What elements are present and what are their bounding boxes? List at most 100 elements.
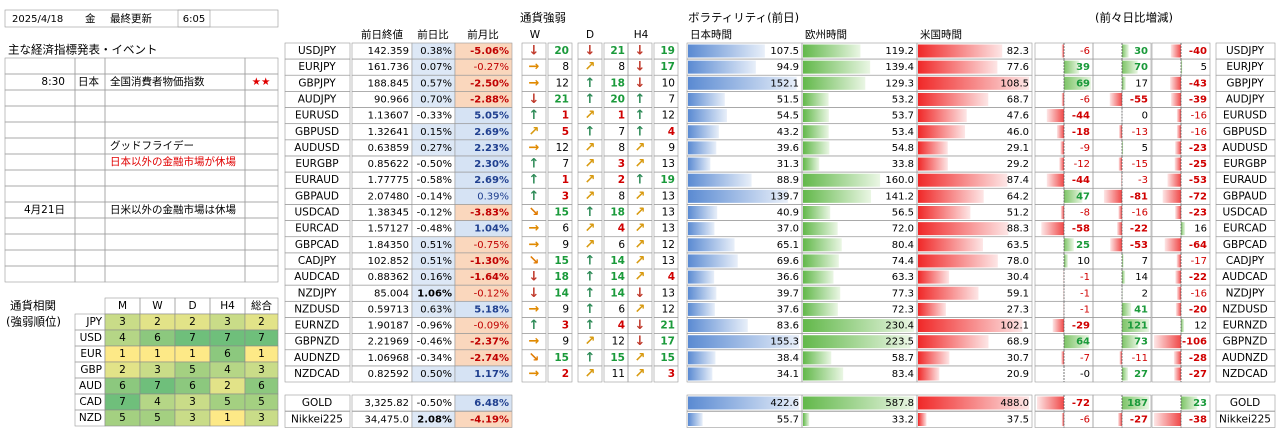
rank-value: 3 bbox=[258, 364, 265, 376]
volatility-bar bbox=[803, 189, 872, 203]
volatility-bar bbox=[918, 270, 950, 284]
rank-value: 4 bbox=[224, 364, 231, 376]
cell-border bbox=[1215, 365, 1276, 383]
volatility-bar bbox=[803, 396, 914, 410]
strength-rank: 13 bbox=[662, 207, 675, 219]
cell-border bbox=[244, 249, 279, 267]
trend-arrow: ↑ bbox=[585, 92, 596, 107]
rank-value: 1 bbox=[258, 348, 265, 360]
strength-rank: 20 bbox=[610, 93, 625, 105]
volatility-bar bbox=[918, 319, 1023, 333]
change-bar bbox=[1064, 254, 1068, 268]
rank-value: 3 bbox=[154, 364, 161, 376]
volatility-bar bbox=[803, 319, 914, 333]
cell-border bbox=[74, 265, 106, 283]
volatility-bar bbox=[688, 319, 748, 333]
change-value: 70 bbox=[1134, 62, 1148, 73]
trend-arrow: ↗ bbox=[585, 140, 596, 155]
change-bar bbox=[1154, 335, 1181, 349]
strength-rank: 4 bbox=[668, 271, 675, 283]
change-bar bbox=[1162, 189, 1181, 203]
volatility-value: 40.9 bbox=[777, 208, 799, 219]
pair-name: CADJPY bbox=[298, 255, 337, 267]
close-price: 142.359 bbox=[368, 46, 409, 57]
correlation-header: D bbox=[188, 300, 196, 312]
change-value: -6 bbox=[1080, 415, 1090, 426]
currency-label: EUR bbox=[80, 348, 102, 360]
rank-value: 7 bbox=[154, 380, 161, 392]
trend-arrow: ↘ bbox=[529, 350, 540, 365]
strength-rank: 8 bbox=[618, 61, 625, 73]
rank-value: 5 bbox=[258, 396, 265, 408]
trend-arrow: ↓ bbox=[529, 92, 540, 107]
rank-value: 5 bbox=[224, 396, 231, 408]
month-change: -0.75% bbox=[474, 240, 509, 251]
cell-border bbox=[4, 217, 76, 235]
cell-border bbox=[244, 169, 279, 187]
change-bar bbox=[1170, 44, 1181, 58]
month-change: 1.17% bbox=[474, 369, 509, 380]
change-bar bbox=[1154, 413, 1181, 426]
correlation-title: 通貨相関 bbox=[10, 299, 56, 313]
change-value: 121 bbox=[1127, 321, 1148, 332]
day-change: 0.07% bbox=[420, 62, 452, 73]
volatility-bar bbox=[688, 141, 717, 155]
volatility-value: 230.4 bbox=[885, 321, 914, 332]
volatility-bar bbox=[688, 396, 799, 410]
volatility-bar bbox=[688, 92, 725, 106]
volatility-bar bbox=[803, 335, 911, 349]
pair-name: NZDUSD bbox=[1222, 303, 1268, 315]
trend-arrow: ↘ bbox=[529, 205, 540, 220]
volatility-bar bbox=[803, 141, 830, 155]
volatility-bar bbox=[688, 125, 719, 139]
change-bar bbox=[1060, 141, 1064, 155]
currency-label: USD bbox=[80, 332, 102, 344]
cell-border bbox=[74, 105, 106, 123]
change-value: 69 bbox=[1076, 78, 1090, 89]
strength-rank: 21 bbox=[610, 45, 625, 57]
strength-rank: 15 bbox=[610, 352, 625, 364]
day-change: 0.57% bbox=[420, 78, 452, 89]
volatility-value: 587.8 bbox=[885, 398, 914, 409]
pair-name: AUDNZD bbox=[294, 352, 340, 364]
volatility-value: 58.7 bbox=[892, 353, 914, 364]
trend-arrow: ↗ bbox=[585, 157, 596, 172]
pair-name: NZDUSD bbox=[294, 303, 340, 315]
strength-rank: 13 bbox=[662, 190, 675, 202]
volatility-value: 54.5 bbox=[777, 111, 799, 122]
month-change: 5.05% bbox=[474, 111, 509, 122]
trend-arrow: ↓ bbox=[635, 76, 646, 91]
change-bar bbox=[1119, 125, 1122, 139]
rank-value: 6 bbox=[224, 348, 231, 360]
trend-arrow: ↗ bbox=[585, 60, 596, 75]
change-value: -16 bbox=[1191, 127, 1207, 138]
cell-border bbox=[916, 411, 1033, 428]
change-value: 14 bbox=[1135, 272, 1148, 283]
updated-label: 最終更新 bbox=[110, 12, 152, 25]
strength-rank: 8 bbox=[618, 142, 625, 154]
trend-arrow: → bbox=[529, 367, 540, 382]
volatility-bar bbox=[688, 157, 711, 171]
day-change: 1.06% bbox=[417, 288, 452, 299]
change-bar bbox=[1117, 222, 1122, 236]
change-value: -81 bbox=[1130, 191, 1148, 202]
volatility-bar bbox=[688, 189, 788, 203]
volatility-value: 46.0 bbox=[1007, 127, 1029, 138]
currency-label: NZD bbox=[79, 412, 102, 424]
cell-border bbox=[74, 153, 106, 171]
volatility-value: 29.1 bbox=[1007, 143, 1029, 154]
trend-arrow: ↓ bbox=[585, 44, 596, 59]
correlation-header: 総合 bbox=[251, 299, 272, 312]
day-change: 0.50% bbox=[420, 369, 452, 380]
volatility-value: 51.2 bbox=[1007, 208, 1029, 219]
change-value: -106 bbox=[1182, 337, 1207, 348]
volatility-bar bbox=[688, 206, 718, 219]
trend-arrow: → bbox=[529, 237, 540, 252]
change-value: -16 bbox=[1191, 111, 1207, 122]
trend-arrow: ↗ bbox=[635, 221, 646, 236]
volatility-bar bbox=[688, 270, 715, 284]
volatility-bar bbox=[688, 76, 797, 90]
change-value: 0 bbox=[1142, 111, 1148, 122]
change-value: -16 bbox=[1191, 288, 1207, 299]
